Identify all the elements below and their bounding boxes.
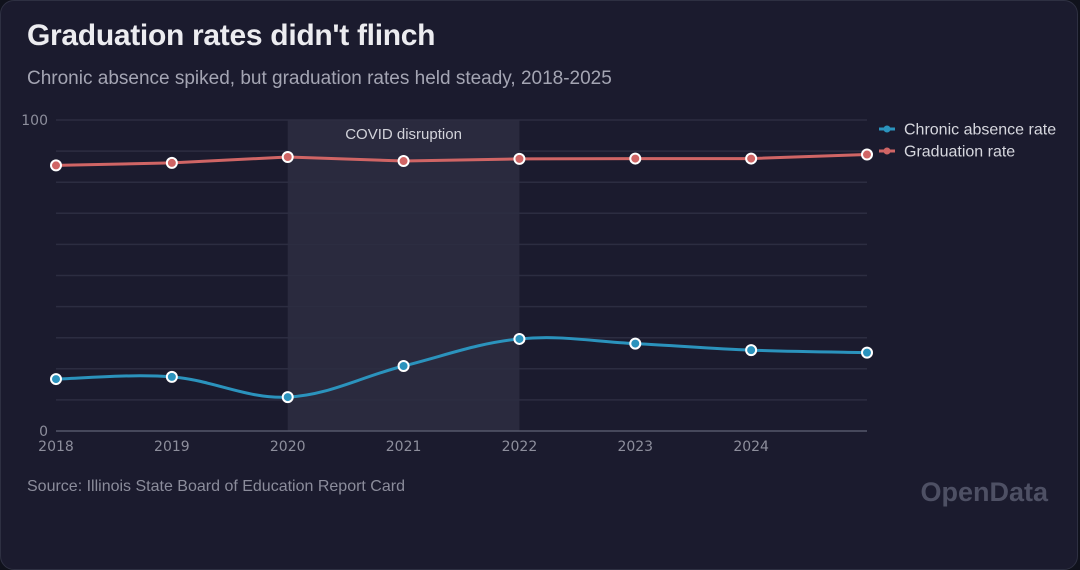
- x-tick-label: 2024: [733, 439, 769, 455]
- series-layer: [50, 148, 873, 404]
- graduation-rate-point: [513, 152, 526, 165]
- gridlines: [56, 119, 867, 401]
- chronic-absence-rate-legend-label: Chronic absence rate: [904, 122, 1056, 139]
- chronic-absence-rate-point: [745, 344, 758, 357]
- graduation-rate-point: [50, 159, 62, 172]
- graduation-rate-point: [861, 148, 873, 161]
- brand-logo: OpenData: [920, 477, 1048, 507]
- chronic-absence-rate-point: [165, 370, 178, 383]
- y-tick-label: 0: [39, 424, 48, 440]
- x-tick-label: 2022: [502, 439, 538, 455]
- graduation-rate-legend-marker-icon: [883, 147, 891, 155]
- graduation-rate-point: [165, 156, 178, 169]
- graduation-rate-point: [397, 155, 410, 168]
- chronic-absence-rate-point: [513, 332, 526, 345]
- graduation-rate-line: [54, 153, 869, 167]
- x-tick-label: 2019: [154, 439, 190, 455]
- chronic-absence-rate-point: [861, 346, 873, 359]
- graduation-rate-point: [629, 152, 642, 165]
- chronic-absence-rate-legend-marker-icon: [883, 125, 891, 133]
- chronic-absence-rate-line: [54, 336, 869, 399]
- x-tick-label: 2021: [386, 439, 422, 455]
- legend: Chronic absence rate Graduation rate: [879, 122, 1056, 161]
- axes: 0 100 2018 2019 2020 2021 2022 2023 2024: [21, 113, 867, 455]
- graduation-rate-point: [281, 151, 294, 164]
- y-tick-label: 100: [21, 113, 48, 129]
- source-note: Source: Illinois State Board of Educatio…: [27, 478, 405, 495]
- chronic-absence-rate-point: [397, 360, 410, 373]
- x-tick-label: 2023: [617, 439, 653, 455]
- chart-subtitle: Chronic absence spiked, but graduation r…: [27, 68, 612, 89]
- chronic-absence-rate-point: [629, 337, 642, 350]
- covid-band-label: COVID disruption: [345, 126, 462, 143]
- graduation-rate-legend-label: Graduation rate: [904, 144, 1015, 161]
- chronic-absence-rate-point: [50, 373, 62, 386]
- chart-title: Graduation rates didn't flinch: [27, 19, 436, 52]
- x-tick-label: 2020: [270, 439, 306, 455]
- x-tick-label: 2018: [38, 439, 74, 455]
- chronic-absence-rate-point: [281, 391, 294, 404]
- graduation-rate-point: [745, 152, 758, 165]
